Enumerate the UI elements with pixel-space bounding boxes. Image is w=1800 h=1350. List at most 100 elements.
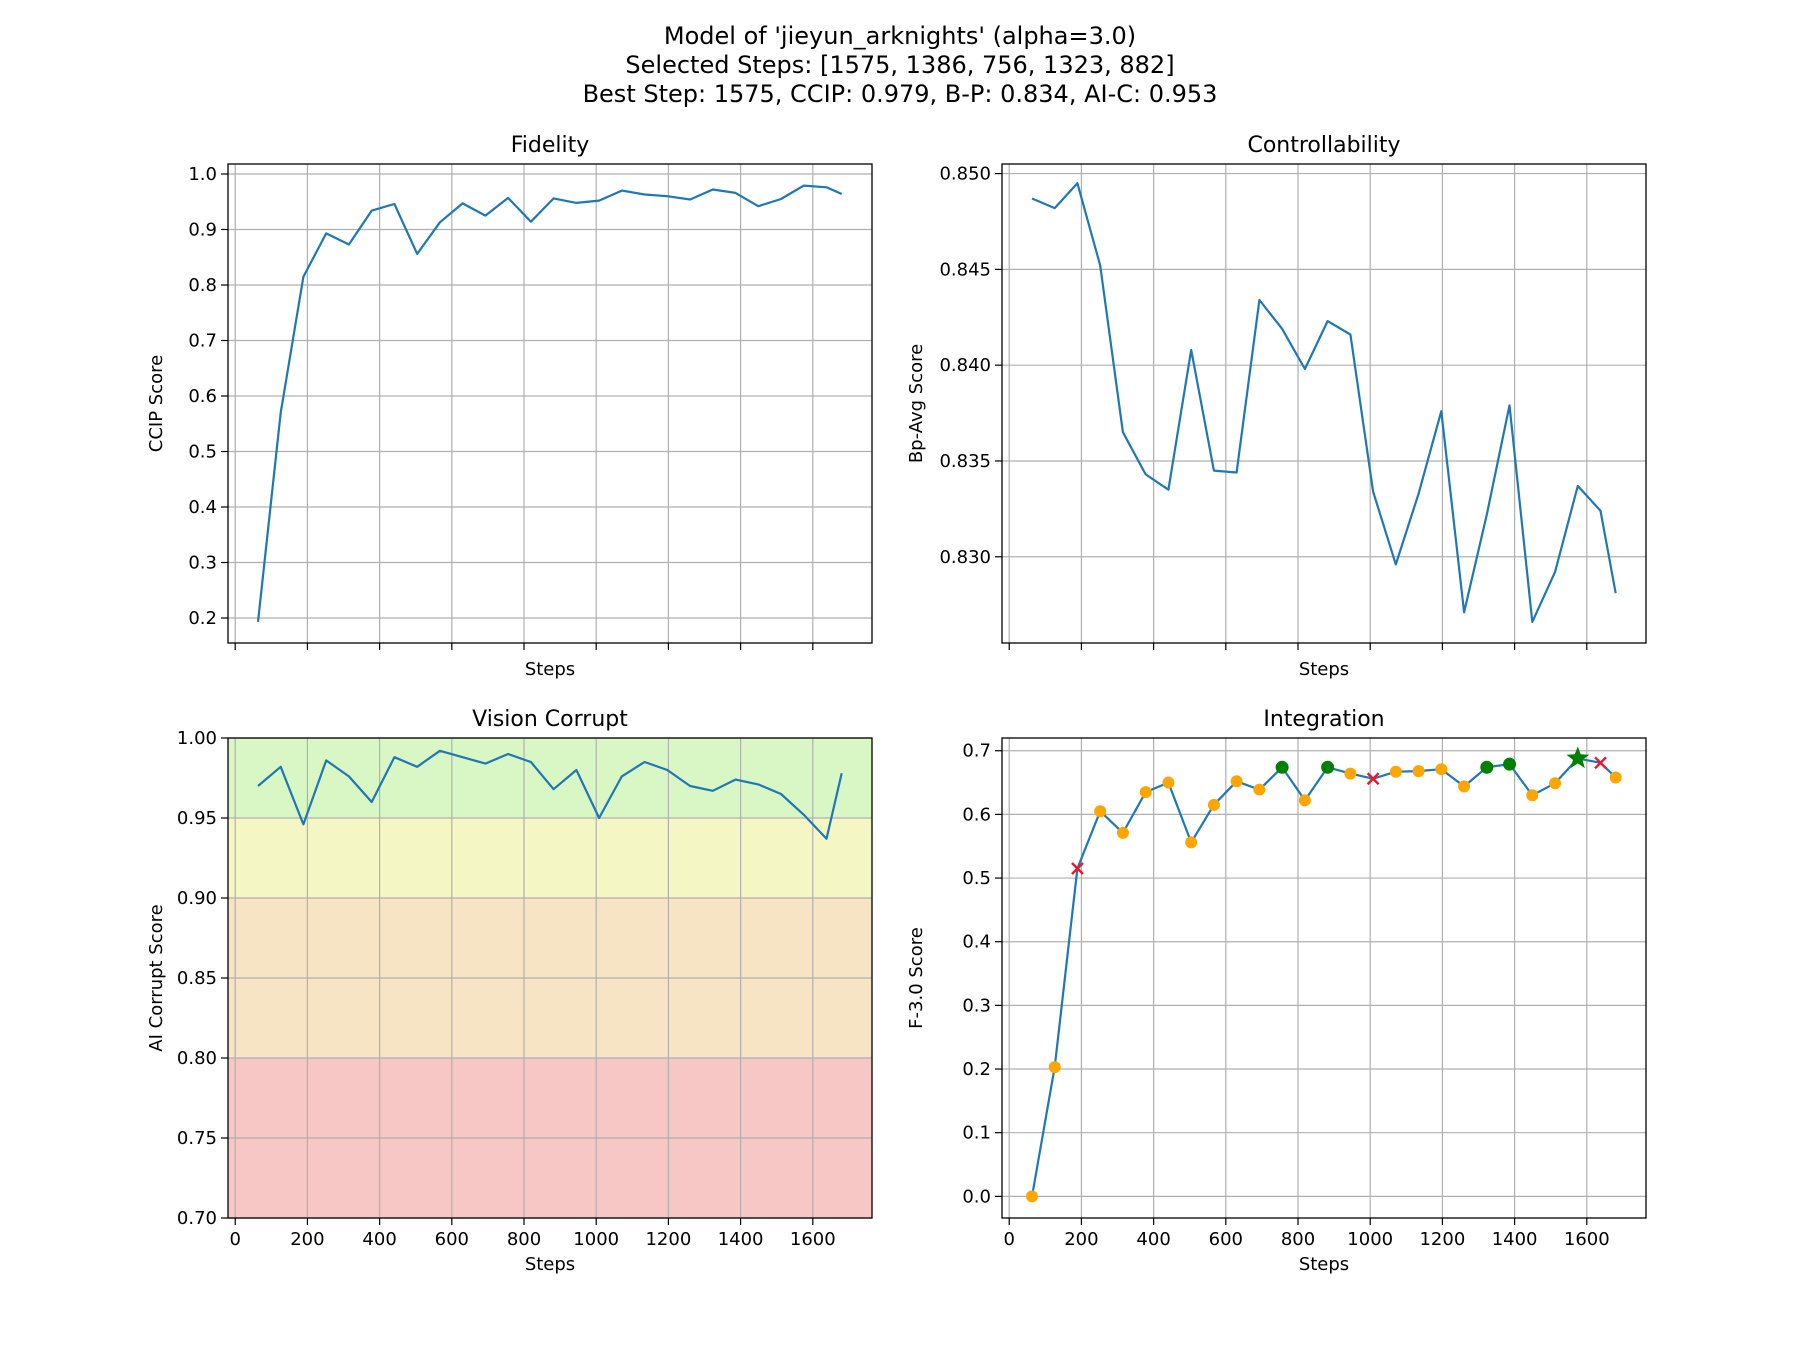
x-axis-label: Steps <box>525 1254 575 1275</box>
data-point <box>1094 805 1107 818</box>
best-step-star <box>1566 746 1590 769</box>
y-tick-label: 0.3 <box>962 995 991 1016</box>
y-tick-label: 0.80 <box>177 1048 217 1069</box>
data-point <box>1389 765 1402 778</box>
excluded-step-marker <box>1594 756 1607 770</box>
y-tick-label: 1.00 <box>177 728 217 749</box>
x-axis-label: Steps <box>525 659 575 680</box>
chart-integration: 0 200 400 600 800 1000 1200 1400 1600 0.0 0.1 0.2 0.… <box>906 707 1647 1275</box>
data-point <box>1344 767 1357 780</box>
x-tick-label: 200 <box>290 1229 324 1250</box>
y-tick-label: 0.75 <box>177 1128 217 1149</box>
selected-step-point <box>1321 760 1335 774</box>
y-tick-label: 0.840 <box>939 355 991 376</box>
y-tick-label: 0.850 <box>939 164 991 185</box>
data-point <box>1162 776 1175 789</box>
data-point <box>1207 798 1220 811</box>
x-tick-label: 1400 <box>1492 1229 1538 1250</box>
y-tick-label: 0.70 <box>177 1208 217 1229</box>
y-tick-label: 0.9 <box>188 219 217 240</box>
figure-title-line-2: Selected Steps: [1575, 1386, 756, 1323, … <box>625 51 1175 79</box>
x-tick-label: 1200 <box>1419 1229 1465 1250</box>
chart-vision-corrupt: 0 200 400 600 800 1000 1200 1400 1600 0.70 0.75 0.8… <box>146 707 873 1275</box>
figure-title-line-3: Best Step: 1575, CCIP: 0.979, B-P: 0.834… <box>582 80 1218 108</box>
excluded-step-marker <box>1366 772 1380 786</box>
y-tick-label: 0.6 <box>188 386 217 407</box>
x-tick-label: 200 <box>1064 1229 1098 1250</box>
data-point <box>1185 836 1198 849</box>
threshold-band <box>228 818 872 898</box>
x-tick-label: 0 <box>1003 1229 1014 1250</box>
series-line <box>256 184 843 623</box>
x-tick-label: 1000 <box>1347 1229 1393 1250</box>
y-tick-label: 0.4 <box>188 497 217 518</box>
data-point <box>1435 763 1448 776</box>
y-tick-label: 0.845 <box>939 259 991 280</box>
x-tick-label: 0 <box>229 1229 240 1250</box>
y-tick-label: 1.0 <box>188 164 217 185</box>
selected-step-point <box>1480 760 1494 774</box>
y-tick-label: 0.7 <box>188 331 217 352</box>
series-line <box>1031 182 1617 624</box>
y-axis-label: F-3.0 Score <box>906 927 927 1029</box>
figure-title-line-1: Model of 'jieyun_arknights' (alpha=3.0) <box>663 22 1137 50</box>
data-point <box>1609 771 1622 784</box>
y-axis-label: Bp-Avg Score <box>906 344 927 463</box>
data-point <box>1025 1190 1038 1203</box>
threshold-band <box>228 738 872 818</box>
x-tick-label: 1600 <box>790 1229 836 1250</box>
y-axis-label: AI Corrupt Score <box>146 904 167 1051</box>
x-tick-label: 800 <box>1281 1229 1315 1250</box>
x-tick-label: 400 <box>362 1229 396 1250</box>
y-tick-label: 0.90 <box>177 888 217 909</box>
data-point <box>1526 789 1539 802</box>
y-axis-label: CCIP Score <box>146 355 167 452</box>
y-tick-label: 0.3 <box>188 553 217 574</box>
data-point <box>1458 780 1471 793</box>
x-tick-label: 1000 <box>573 1229 619 1250</box>
series-line <box>1030 757 1617 1197</box>
y-tick-label: 0.6 <box>962 804 991 825</box>
subplot-title: Fidelity <box>511 133 590 158</box>
data-point <box>1139 786 1152 799</box>
subplot-title: Vision Corrupt <box>472 707 628 732</box>
axes-frame <box>227 163 873 644</box>
data-point <box>1298 794 1311 807</box>
axes-frame <box>1001 163 1647 644</box>
y-tick-label: 0.2 <box>962 1059 991 1080</box>
x-axis-label: Steps <box>1299 659 1349 680</box>
x-tick-label: 600 <box>435 1229 469 1250</box>
series-line <box>257 749 843 840</box>
chart-controllability: 0.830 0.835 0.840 0.845 0.850 Controllability… <box>906 133 1647 680</box>
y-tick-label: 0.85 <box>177 968 217 989</box>
subplot-title: Integration <box>1263 707 1384 732</box>
x-tick-label: 600 <box>1209 1229 1243 1250</box>
data-point <box>1116 826 1129 839</box>
y-tick-label: 0.8 <box>188 275 217 296</box>
y-tick-label: 0.1 <box>962 1123 991 1144</box>
y-tick-label: 0.835 <box>939 451 991 472</box>
y-tick-label: 0.95 <box>177 808 217 829</box>
y-tick-label: 0.0 <box>962 1186 991 1207</box>
x-tick-label: 1400 <box>718 1229 764 1250</box>
figure-title: Model of 'jieyun_arknights' (alpha=3.0) … <box>0 22 1800 109</box>
axes-frame <box>1001 737 1647 1219</box>
data-point <box>1412 765 1425 778</box>
y-tick-label: 0.7 <box>962 741 991 762</box>
chart-fidelity: 0.2 0.3 0.4 0.5 0.6 0.7 0.8 0.9 1.0 Fidelity Steps… <box>146 133 873 680</box>
x-tick-label: 1200 <box>645 1229 691 1250</box>
y-tick-label: 0.5 <box>188 442 217 463</box>
y-tick-label: 0.830 <box>939 547 991 568</box>
y-tick-label: 0.2 <box>188 608 217 629</box>
y-tick-label: 0.4 <box>962 932 991 953</box>
selected-step-point <box>1275 760 1289 774</box>
data-point <box>1230 775 1243 788</box>
x-tick-label: 1600 <box>1564 1229 1610 1250</box>
y-tick-label: 0.5 <box>962 868 991 889</box>
x-tick-label: 400 <box>1136 1229 1170 1250</box>
x-tick-label: 800 <box>507 1229 541 1250</box>
data-point <box>1549 777 1562 790</box>
selected-step-point <box>1503 757 1517 771</box>
excluded-step-marker <box>1071 862 1084 875</box>
